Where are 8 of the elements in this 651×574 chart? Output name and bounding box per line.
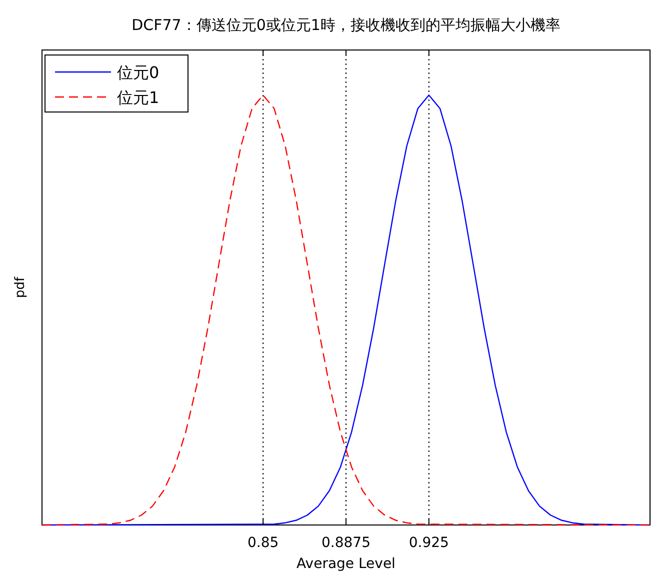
chart-title: DCF77：傳送位元0或位元1時，接收機收到的平均振幅大小機率 bbox=[132, 16, 560, 34]
legend-label: 位元1 bbox=[117, 88, 160, 107]
x-tick-label: 0.925 bbox=[408, 535, 449, 551]
legend-label: 位元0 bbox=[117, 63, 160, 82]
y-axis-title: pdf bbox=[13, 276, 28, 298]
x-tick-label: 0.85 bbox=[248, 535, 279, 551]
x-axis-title: Average Level bbox=[296, 556, 396, 572]
x-tick-label: 0.8875 bbox=[322, 535, 370, 551]
